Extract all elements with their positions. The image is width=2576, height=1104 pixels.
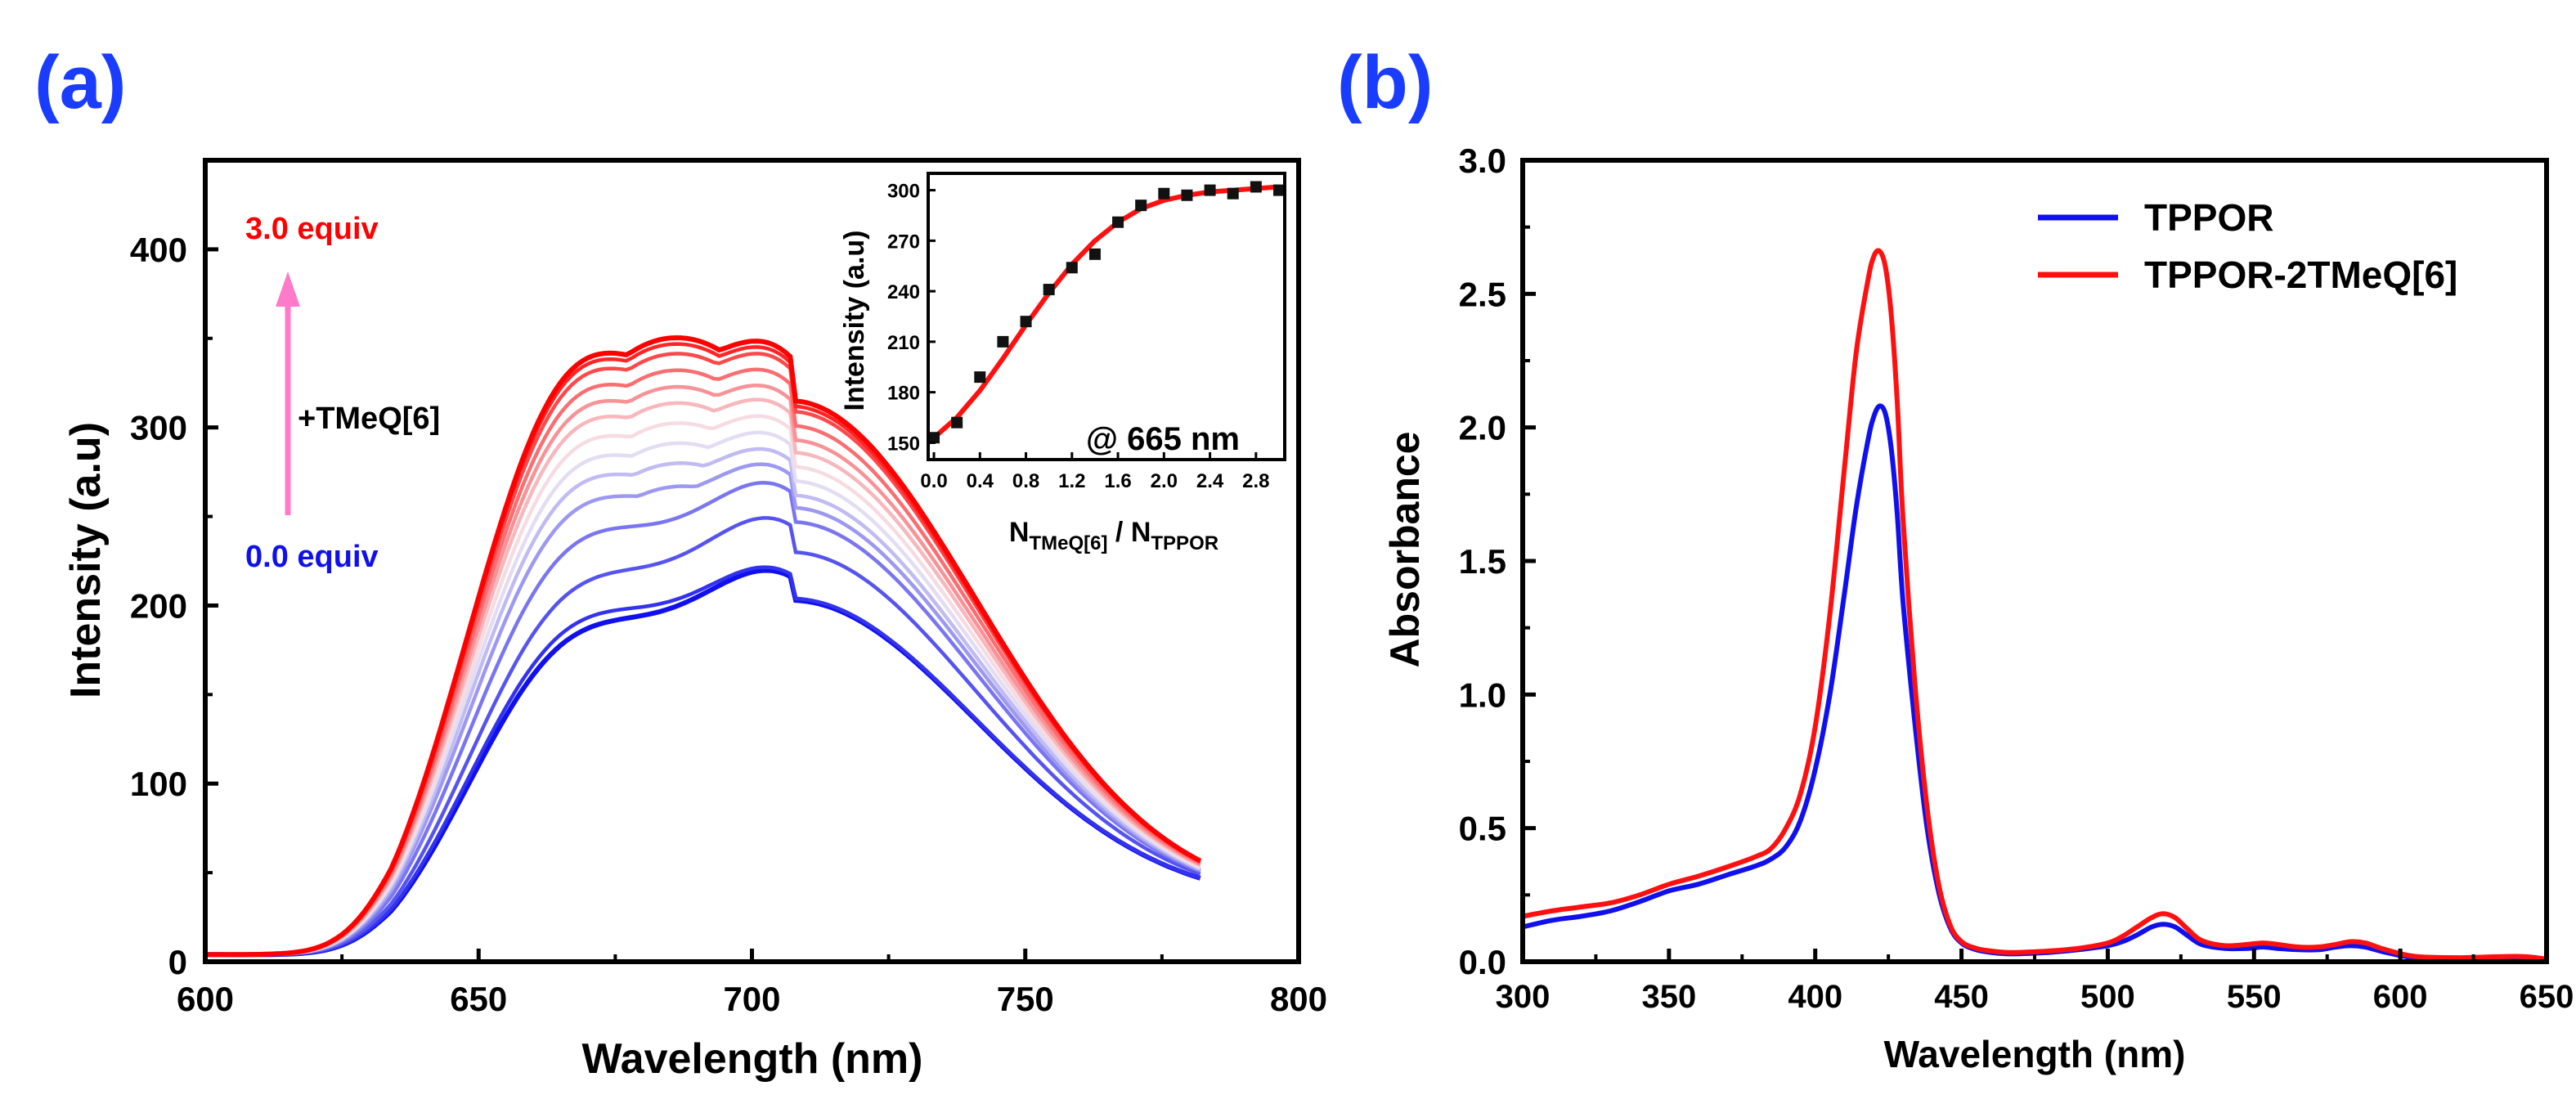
inset-data-point (1250, 181, 1262, 193)
emission-series-line (205, 414, 1201, 957)
b-x-tick-label: 300 (1496, 979, 1551, 1015)
inset-annotation: @ 665 nm (1086, 421, 1240, 457)
inset-data-point (1227, 187, 1239, 200)
panel-a-label: (a) (34, 41, 126, 124)
inset-data-point (928, 432, 940, 444)
inset-x-tick-label: 1.6 (1104, 470, 1131, 492)
a-x-tick-label: 750 (997, 980, 1054, 1018)
inset-y-tick-label: 240 (887, 281, 920, 303)
emission-series-line (205, 565, 1201, 957)
b-x-tick-label: 500 (2080, 979, 2135, 1015)
panel-a: (a) 600 650 700 750 800 0 100 200 300 400 Wavelen… (34, 41, 1327, 1083)
emission-series-line (205, 383, 1201, 957)
inset-x-tick-label: 0.0 (920, 470, 947, 492)
top-equiv-label: 3.0 equiv (245, 212, 379, 246)
a-x-tick-label: 800 (1270, 980, 1327, 1018)
inset-data-point (1181, 189, 1193, 201)
b-x-tick-label: 650 (2520, 979, 2574, 1015)
absorbance-line-tppor (1522, 403, 2547, 962)
b-y-tick-label: 0.0 (1459, 943, 1506, 981)
inset-data-point (1158, 187, 1170, 200)
emission-series-line (205, 481, 1201, 957)
a-y-tick-label: 400 (130, 231, 187, 269)
inset-x-tick-label: 0.4 (967, 470, 994, 492)
inset-x-label-sub1: TMeQ[6] (1029, 532, 1107, 554)
panel-b-ticks: 300 350 400 450 500 550 600 650 0.0 0.5 1.0 1.5 2.0 2… (1459, 141, 2574, 1015)
inset-fit-line (932, 184, 1280, 440)
emission-series-line (205, 516, 1201, 957)
inset-chart: 0.0 0.4 0.8 1.2 1.6 2.0 2.4 2.8 150 180 210 240 270 3… (839, 172, 1286, 554)
inset-data-point (974, 371, 986, 384)
inset-plot-area (928, 181, 1285, 444)
a-x-tick-label: 650 (450, 980, 507, 1018)
inset-frame (927, 172, 1286, 461)
legend-label-tppor-2tmeq6: TPPOR-2TMeQ[6] (2144, 254, 2457, 296)
inset-y-tick-label: 210 (887, 332, 920, 354)
a-y-tick-label: 100 (130, 765, 187, 803)
inset-data-point (997, 335, 1009, 348)
a-y-tick-label: 300 (130, 409, 187, 447)
panel-a-plot-area (205, 334, 1202, 958)
inset-data-point (1272, 184, 1285, 196)
inset-x-label-sep: / N (1107, 517, 1151, 548)
legend-label-tppor: TPPOR (2144, 196, 2273, 239)
a-y-tick-label: 200 (130, 586, 187, 625)
inset-x-tick-label: 2.8 (1242, 470, 1269, 492)
emission-series-line (205, 447, 1201, 957)
panel-b-label: (b) (1337, 41, 1433, 124)
a-x-tick-label: 700 (723, 980, 780, 1018)
b-y-tick-label: 1.0 (1459, 675, 1506, 714)
inset-data-point (1112, 216, 1124, 228)
b-x-tick-label: 450 (1934, 979, 1989, 1015)
b-y-tick-label: 3.0 (1459, 141, 1506, 180)
b-x-tick-label: 400 (1788, 979, 1842, 1015)
inset-data-point (1020, 316, 1032, 328)
inset-x-label-sub2: TPPOR (1151, 532, 1218, 554)
titration-arrow-head (276, 272, 300, 307)
b-y-tick-label: 2.0 (1459, 409, 1506, 447)
inset-x-tick-label: 1.2 (1058, 470, 1085, 492)
inset-data-point (1043, 284, 1055, 296)
inset-data-point (1088, 248, 1101, 260)
inset-x-tick-label: 2.0 (1151, 470, 1178, 492)
bottom-equiv-label: 0.0 equiv (245, 540, 379, 574)
inset-y-tick-label: 300 (887, 181, 920, 203)
a-x-tick-label: 600 (177, 980, 234, 1018)
a-y-tick-label: 0 (168, 943, 187, 981)
inset-x-axis-label: NTMeQ[6] / NTPPOR (1009, 517, 1218, 554)
inset-x-tick-label: 0.8 (1012, 470, 1039, 492)
inset-y-tick-label: 270 (887, 231, 920, 253)
inset-y-tick-label: 150 (887, 433, 920, 455)
inset-background (928, 173, 1285, 460)
panel-a-y-axis-label: Intensity (a.u) (62, 422, 110, 698)
b-x-tick-label: 350 (1641, 979, 1696, 1015)
titration-arrow-label: +TMeQ[6] (298, 402, 440, 436)
inset-data-point (1135, 200, 1147, 212)
panel-a-x-axis-label: Wavelength (nm) (582, 1035, 923, 1083)
b-x-tick-label: 600 (2373, 979, 2428, 1015)
inset-y-axis-label: Intensity (a.u) (839, 230, 870, 411)
b-x-tick-label: 550 (2227, 979, 2282, 1015)
b-y-tick-label: 1.5 (1459, 542, 1506, 581)
emission-series-line (205, 334, 1202, 958)
emission-series-line (205, 430, 1201, 957)
inset-data-point (1066, 262, 1078, 274)
absorbance-line-tppor-2tmeq6 (1522, 248, 2547, 962)
b-y-tick-label: 0.5 (1459, 810, 1506, 848)
panel-b-plot-area (1522, 248, 2547, 962)
b-y-tick-label: 2.5 (1459, 275, 1506, 313)
panel-b-legend: TPPOR TPPOR-2TMeQ[6] (2038, 196, 2457, 296)
panel-a-ticks: 600 650 700 750 800 0 100 200 300 400 (130, 231, 1327, 1018)
inset-data-point (951, 416, 963, 429)
panel-b-x-axis-label: Wavelength (nm) (1884, 1033, 2186, 1075)
inset-data-point (1204, 184, 1216, 196)
panel-b: (b) 300 350 400 450 500 550 600 650 0.0 0.5 1.0 1.5… (1337, 41, 2574, 1075)
inset-x-label-main: N (1009, 517, 1030, 548)
inset-x-tick-label: 2.4 (1196, 470, 1224, 492)
inset-ticks: 0.0 0.4 0.8 1.2 1.6 2.0 2.4 2.8 150 180 210 240 270 3… (887, 181, 1270, 492)
inset-y-tick-label: 180 (887, 383, 920, 405)
panel-b-y-axis-label: Absorbance (1382, 432, 1428, 668)
